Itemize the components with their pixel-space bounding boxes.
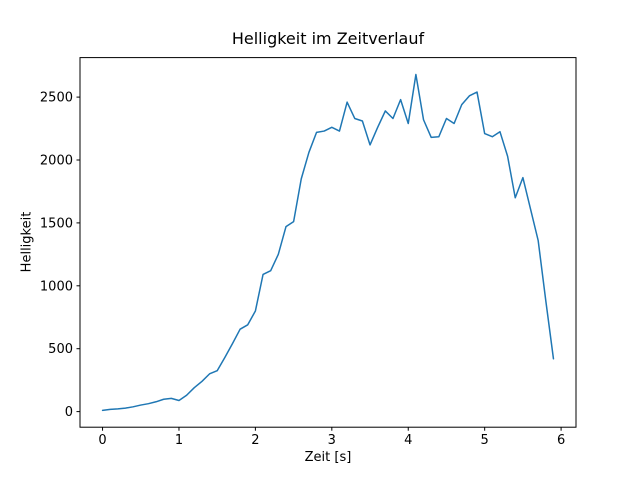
y-tick-label: 500	[48, 342, 73, 357]
x-tick-label: 4	[404, 433, 412, 448]
x-tick-label: 6	[557, 433, 565, 448]
chart-title: Helligkeit im Zeitverlauf	[231, 29, 425, 48]
y-axis-label: Helligkeit	[19, 211, 35, 273]
x-tick-label: 5	[481, 433, 489, 448]
y-tick-label: 2500	[40, 91, 73, 106]
axes-spines	[79, 57, 577, 428]
y-tick-label: 1500	[40, 216, 73, 231]
y-tick-label: 0	[65, 405, 73, 420]
y-tick-label: 2000	[40, 154, 73, 169]
brightness-line-series	[101, 73, 555, 412]
y-tick-label: 1000	[40, 279, 73, 294]
x-axis-label: Zeit [s]	[304, 450, 352, 465]
x-tick-label: 1	[175, 433, 183, 448]
x-tick-label: 2	[251, 433, 259, 448]
x-tick-label: 3	[328, 433, 336, 448]
x-tick-label: 0	[98, 433, 106, 448]
